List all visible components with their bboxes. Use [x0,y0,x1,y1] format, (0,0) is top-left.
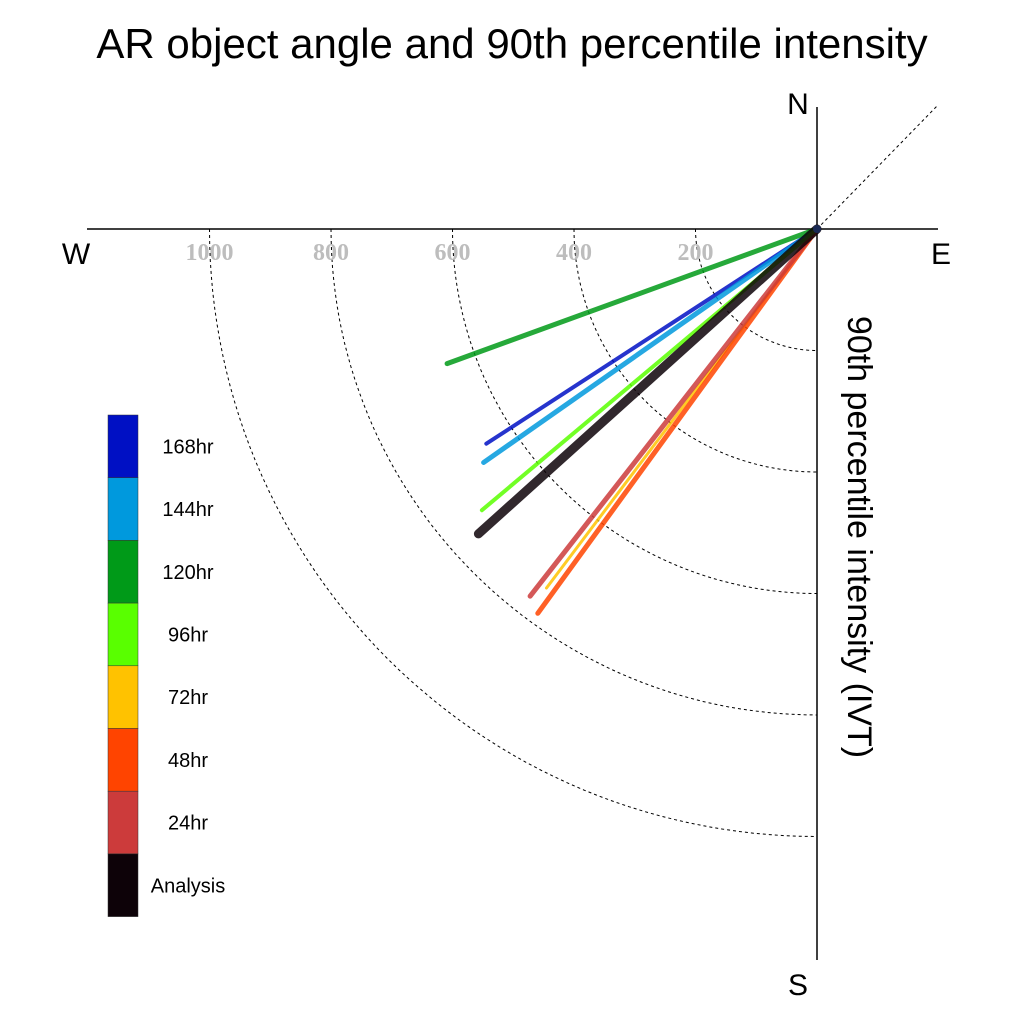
legend-label-24hr: 24hr [168,813,208,835]
grid-arc-1000 [209,228,818,837]
legend-label-48hr: 48hr [168,750,208,772]
legend-label-120hr: 120hr [162,562,213,584]
legend-label-96hr: 96hr [168,625,208,647]
compass-west: W [62,238,91,271]
series-lines [444,224,822,616]
legend-label-72hr: 72hr [168,687,208,709]
radial-tick-400: 400 [556,240,592,266]
legend-swatch-48hr [107,728,139,792]
grid-arc-400 [573,228,818,473]
series-line-120hr [444,226,820,367]
polar-grid [209,228,818,837]
compass-east: E [931,238,951,271]
legend-swatch-96hr [107,602,139,667]
legend-swatch-168hr [107,414,139,478]
radial-axis-label: 90th percentile intensity (IVT) [840,316,878,758]
legend-swatch-analysis [107,853,139,917]
diagonal-reference-line [816,104,939,230]
series-line-24hr [527,226,820,599]
radial-tick-labels: 200 400 600 800 1000 [186,240,714,266]
series-line-48hr [535,226,820,616]
radial-tick-200: 200 [678,240,714,266]
radial-tick-1000: 1000 [186,240,234,266]
grid-arc-200 [695,229,817,351]
legend-swatch-144hr [107,477,139,541]
legend-swatch-72hr [107,665,139,729]
legend-swatch-24hr [107,790,139,855]
compass-south: S [788,969,808,1002]
radial-tick-600: 600 [435,240,471,266]
legend-label-168hr: 168hr [162,436,213,458]
radial-tick-800: 800 [313,240,349,266]
legend-swatch-120hr [107,540,139,604]
legend-label-144hr: 144hr [162,499,213,521]
legend-label-analysis: Analysis [151,875,225,897]
series-line-analysis [473,224,822,539]
compass-north: N [787,88,809,121]
chart-title: AR object angle and 90th percentile inte… [96,20,927,67]
grid-arc-800 [330,228,818,716]
series-line-144hr [481,226,820,465]
legend: 168hr 144hr 120hr 96hr 72hr 48hr 24hr Analysis [107,414,225,917]
origin-marker [813,225,821,233]
